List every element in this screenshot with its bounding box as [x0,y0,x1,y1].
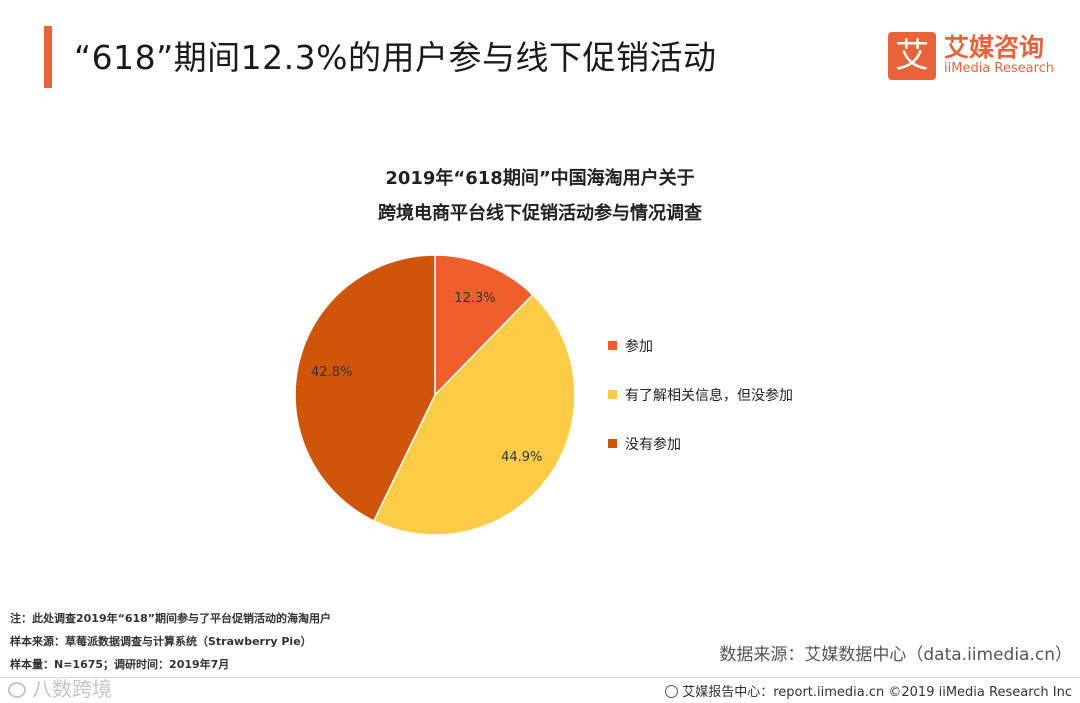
title-accent-bar [44,26,52,88]
watermark-text: 八数跨境 [32,677,112,701]
pie-label-participated: 12.3% [454,291,495,306]
pie-slice-not-participated [294,254,436,522]
pie-label-not-participated: 42.8% [311,365,352,380]
legend-swatch-aware-not-participated [608,390,617,399]
data-source: 数据来源：艾媒数据中心（data.iimedia.cn） [719,645,1072,665]
watermark: 八数跨境 [8,673,112,702]
legend-label-participated: 参加 [625,339,653,355]
pie-slices [294,254,576,536]
brand-logo-icon: 艾 [888,32,936,80]
brand-name-cn: 艾媒咨询 [944,33,1045,62]
note-sample-size: 样本量：N=1675；调研时间：2019年7月 [10,658,230,671]
footer: 艾媒报告中心：report.iimedia.cn ©2019 iiMedia R… [665,681,1072,700]
legend-label-not-participated: 没有参加 [625,437,681,453]
brand-logo: 艾 艾媒咨询 iiMedia Research [888,28,1068,82]
chart-notes: 注：此处调查2019年“618”期间参与了平台促销活动的海淘用户 样本来源：草莓… [10,610,331,679]
chart-title-line1: 2019年“618期间”中国海淘用户关于 [385,168,695,189]
legend-label-aware-not-participated: 有了解相关信息，但没参加 [625,388,793,404]
note-sample-source: 样本来源：草莓派数据调查与计算系统（Strawberry Pie） [10,635,312,648]
page-title: “618”期间12.3%的用户参与线下促销活动 [74,38,717,77]
note-scope: 注：此处调查2019年“618”期间参与了平台促销活动的海淘用户 [10,612,332,625]
legend-swatch-not-participated [608,439,617,448]
chart-title-line2: 跨境电商平台线下促销活动参与情况调查 [378,203,702,224]
globe-icon [665,685,679,698]
brand-name-en: iiMedia Research [944,61,1055,76]
pie-slice-participated [434,254,534,397]
weibo-icon [8,682,26,698]
footer-divider [0,677,1080,678]
pie-labels: 12.3% 44.9% 42.8% [311,291,542,465]
legend-swatch-participated [608,341,617,350]
footer-text: 艾媒报告中心：report.iimedia.cn ©2019 iiMedia R… [682,685,1072,700]
pie-slice-aware-not-participated [372,293,576,536]
pie-label-aware-not-participated: 44.9% [501,450,542,465]
